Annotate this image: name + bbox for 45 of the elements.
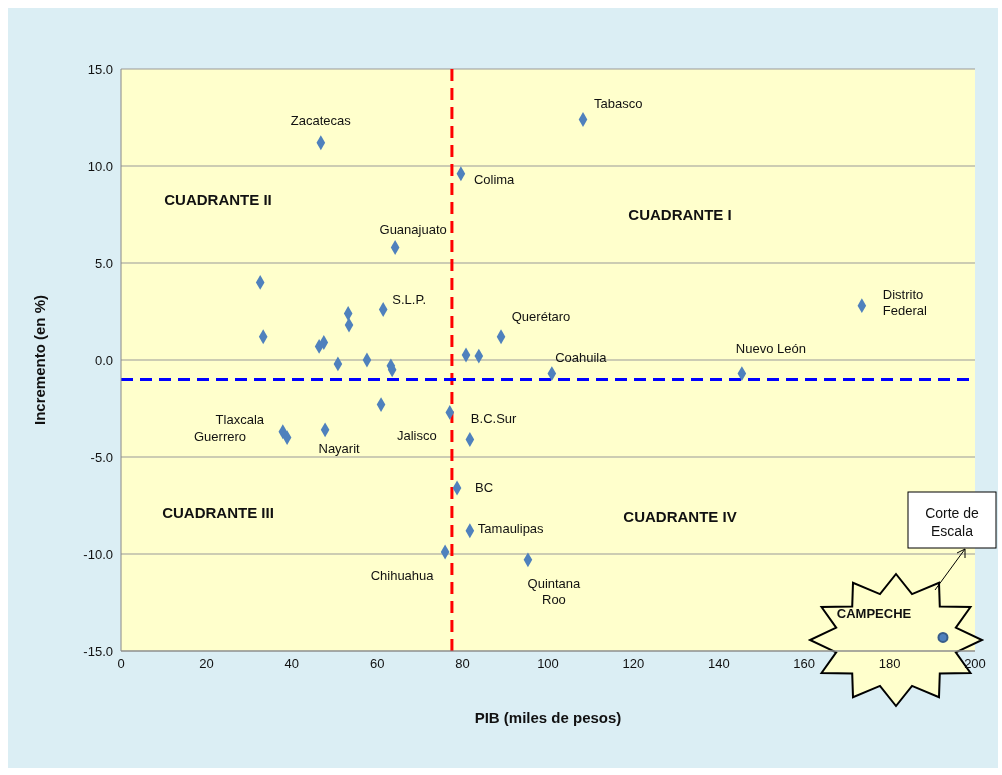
annotation: B.C.Sur <box>470 410 518 426</box>
x-tick-label: 180 <box>878 656 901 672</box>
annotation: Zacatecas <box>290 112 352 128</box>
x-tick-label: 20 <box>199 656 214 672</box>
point <box>937 631 949 643</box>
annotation: CAMPECHE <box>836 605 912 621</box>
x-tick-label: 0 <box>117 656 125 672</box>
annotation: Nayarit <box>318 440 361 456</box>
x-tick-label: 60 <box>369 656 385 672</box>
annotation: BC <box>475 479 494 495</box>
annotation: S.L.P. <box>392 291 427 307</box>
y-tick-label: 15.0 <box>87 61 113 77</box>
y-tick-label: -5.0 <box>90 449 113 465</box>
annotation: Nuevo León <box>735 340 806 356</box>
annotation: Guerrero <box>193 428 247 444</box>
y-tick-label: -10.0 <box>83 546 113 562</box>
annotation: Distrito Federal <box>882 286 928 318</box>
annotation: Chihuahua <box>370 567 435 583</box>
x-tick-label: 40 <box>284 656 300 672</box>
annotation: CUADRANTE II <box>164 190 272 208</box>
annotation: Quintana Roo <box>527 575 582 607</box>
annotation: Guanajuato <box>379 221 447 237</box>
y-tick-label: 10.0 <box>87 158 113 174</box>
y-tick-label: 5.0 <box>94 255 113 271</box>
y-tick-label: 0.0 <box>94 352 113 368</box>
annotation: Querétaro <box>511 308 571 324</box>
annotation: CUADRANTE IV <box>623 507 737 525</box>
annotation: Jalisco <box>396 427 437 443</box>
x-tick-label: 80 <box>455 656 470 672</box>
annotation: Corte de Escala <box>925 505 980 539</box>
x-tick-label: 160 <box>793 656 816 672</box>
x-tick-label: 120 <box>622 656 645 672</box>
x-tick-label: 200 <box>964 656 986 672</box>
annotation: Tlaxcala <box>215 411 265 427</box>
y-tick-label: -15.0 <box>83 643 113 659</box>
annotation: Colima <box>473 171 516 187</box>
annotation: CUADRANTE III <box>162 503 274 521</box>
annotation: Tabasco <box>594 95 643 111</box>
annotation: Coahuila <box>555 349 608 365</box>
x-tick-label: 100 <box>537 656 559 672</box>
y-axis-title: Incremento (en %) <box>31 294 48 426</box>
x-axis-title: PIB (miles de pesos) <box>474 709 622 726</box>
x-tick-label: 140 <box>707 656 730 672</box>
annotation: Tamaulipas <box>477 520 545 536</box>
annotation: CUADRANTE I <box>628 205 732 223</box>
